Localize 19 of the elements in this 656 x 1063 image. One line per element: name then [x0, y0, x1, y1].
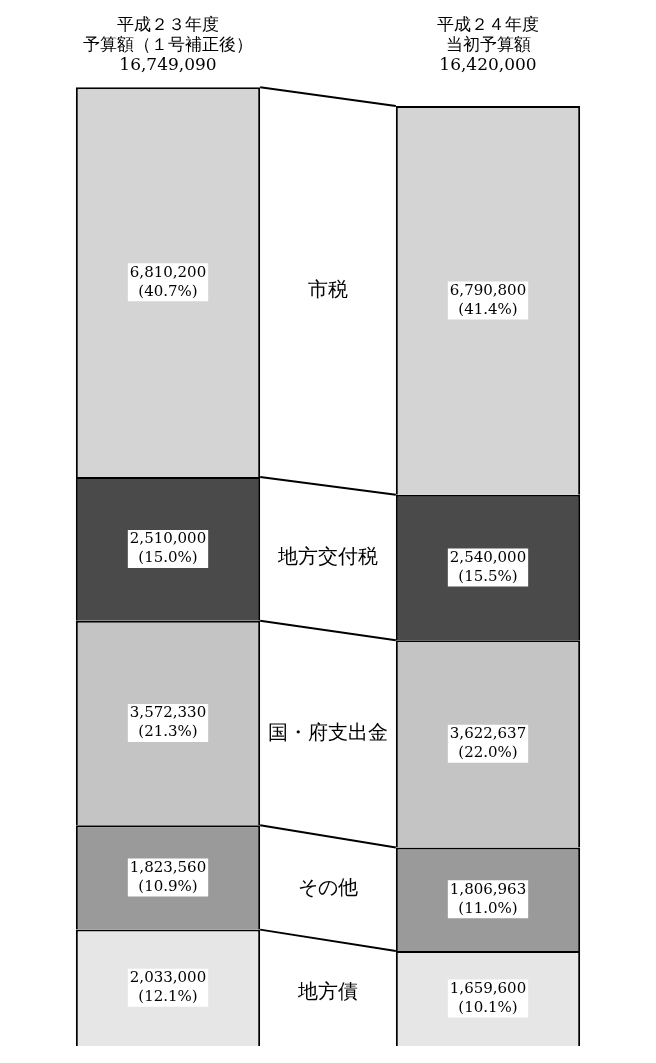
total-label: 16,420,000 [439, 54, 537, 75]
data-label: 6,810,200 (40.7%) [129, 262, 207, 300]
x-tick-label: 平成２４年度当初予算額 [437, 13, 539, 55]
data-label: 6,790,800 (41.4%) [449, 280, 527, 318]
data-label: 1,659,600 (10.1%) [449, 978, 527, 1016]
text: 市税 [308, 277, 348, 302]
total-label: 16,749,090 [119, 54, 217, 75]
series-label: 地方交付税 [277, 544, 378, 569]
x-tick-label: 平成２３年度予算額（１号補正後） [83, 13, 253, 55]
data-label: 2,510,000 (15.0%) [129, 529, 207, 567]
data-label: 2,540,000 (15.5%) [449, 547, 527, 585]
data-label: 1,823,560 (10.9%) [129, 857, 207, 895]
series-label: その他 [298, 874, 358, 899]
data-label: 3,622,637 (22.0%) [449, 724, 527, 762]
series-label: 地方債 [297, 979, 358, 1004]
data-label: 3,572,330 (21.3%) [129, 703, 207, 741]
data-label: 1,806,963 (11.0%) [449, 879, 527, 917]
data-label: 2,033,000 (12.1%) [129, 968, 207, 1006]
series-label: 国・府支出金 [268, 719, 388, 744]
